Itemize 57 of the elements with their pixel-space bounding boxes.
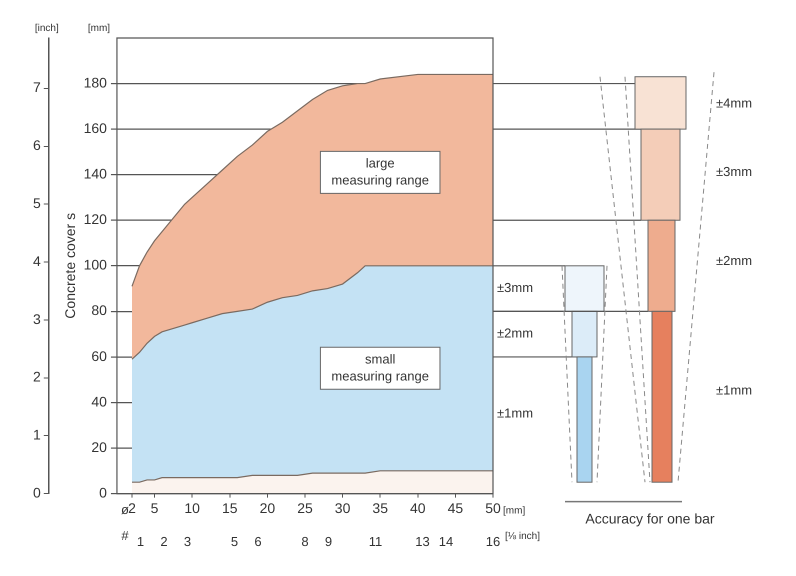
x-tick-label: 15 <box>222 500 238 516</box>
x2-tick-label: 11 <box>368 534 382 549</box>
text: ±4mm <box>716 96 752 111</box>
y2-tick-label: 7 <box>32 79 41 96</box>
text: Accuracy for one bar <box>585 510 715 526</box>
y2-tick-label: 2 <box>32 368 41 385</box>
y-tick-label: 40 <box>91 393 108 410</box>
x2-tick-label: 13 <box>415 534 430 549</box>
y-tick-label: 180 <box>84 74 108 90</box>
x-tick-label: 20 <box>260 500 276 516</box>
y-tick-label: 80 <box>91 302 108 318</box>
text: ±3mm <box>497 280 534 296</box>
text: [mm] <box>88 22 110 34</box>
y2-tick-label: 1 <box>32 426 41 443</box>
series-label: large measuring range <box>331 155 429 188</box>
x2-tick-label: 16 <box>486 534 500 549</box>
text: ±2mm <box>716 252 752 268</box>
text: # <box>121 528 130 543</box>
x-tick-label: 45 <box>448 500 464 516</box>
y-axis-title: Concrete cover s <box>62 212 78 319</box>
text: ±1mm <box>716 382 752 398</box>
y-tick-label: 60 <box>91 348 108 364</box>
x2-tick-label: 9 <box>324 534 332 549</box>
x-tick-label: 5 <box>150 500 159 516</box>
x2-tick-label: 14 <box>438 534 454 549</box>
x2-tick-label: 5 <box>230 534 238 549</box>
x-tick-label: 10 <box>184 500 200 516</box>
y2-axis-title: [inch] <box>34 22 59 34</box>
x-tick-label: 30 <box>334 500 351 516</box>
text: ±1mm <box>497 405 534 420</box>
y-tick-label: 160 <box>84 120 108 136</box>
x-tick-label: 2 <box>128 500 136 516</box>
text: ±2mm <box>497 326 534 341</box>
x2-tick-label: 8 <box>301 534 309 549</box>
y2-tick-label: 5 <box>32 195 41 212</box>
x2-tick-label: 2 <box>160 534 168 549</box>
x-tick-label: 40 <box>410 500 426 516</box>
x2-tick-label: 6 <box>254 534 262 549</box>
x2-axis-title: [⅛ inch] <box>505 531 540 542</box>
x2-tick-label: 1 <box>136 534 144 549</box>
y-tick-label: 0 <box>99 484 108 500</box>
x-tick-label: 35 <box>372 500 388 516</box>
y-tick-label: 140 <box>84 166 108 182</box>
y2-tick-label: 6 <box>32 137 41 154</box>
text: ±3mm <box>716 164 752 179</box>
series-label: small measuring range <box>331 351 429 384</box>
x2-tick-label: 3 <box>184 534 192 549</box>
y2-tick-label: 3 <box>32 310 41 327</box>
y-tick-label: 100 <box>84 256 108 273</box>
y-tick-label: 120 <box>84 211 108 228</box>
x-axis-title: [mm] <box>503 505 526 516</box>
x-tick-label: 25 <box>297 500 313 516</box>
y2-tick-label: 4 <box>32 252 41 269</box>
y-tick-label: 20 <box>91 438 108 455</box>
x-tick-label: 50 <box>485 500 501 516</box>
text: ø <box>120 502 129 518</box>
y2-tick-label: 0 <box>32 484 41 500</box>
